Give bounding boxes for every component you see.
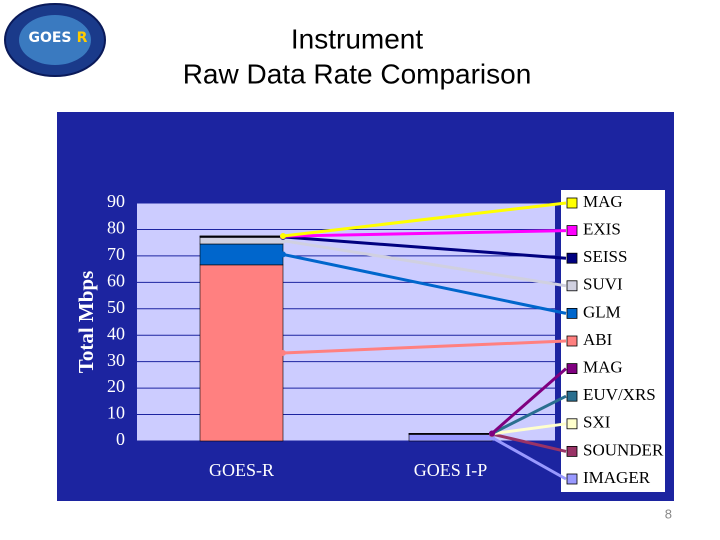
bar-segment	[199, 235, 284, 237]
y-tick-label: 80	[107, 218, 125, 238]
legend-swatch	[566, 335, 578, 347]
pointer-arrow	[491, 394, 567, 435]
legend-label: ABI	[583, 330, 613, 349]
logo-text: GOES	[28, 30, 71, 46]
legend-swatch	[566, 225, 578, 237]
legend-label: MAG	[583, 358, 623, 377]
pointer-head	[280, 349, 286, 356]
legend-swatch	[566, 418, 578, 430]
legend-label: SUVI	[583, 275, 623, 294]
pointer-arrow	[491, 432, 567, 453]
pointer-arrow	[282, 252, 567, 315]
pointer-arrow	[491, 422, 567, 436]
y-axis-label: Total Mbps	[74, 271, 98, 374]
y-tick-label: 40	[107, 323, 125, 343]
chart-title: Raw Data Rate Comparison	[183, 58, 532, 89]
legend-label: SXI	[583, 413, 611, 432]
legend-label: MAG	[583, 192, 623, 211]
pointer-head	[280, 232, 286, 239]
legend-swatch	[566, 307, 578, 319]
pointer-arrow	[491, 367, 567, 435]
pointer-arrow	[282, 229, 567, 238]
legend-label: GLM	[583, 302, 621, 321]
y-tick-label: 70	[107, 244, 125, 264]
bar-segment	[199, 243, 284, 266]
y-tick-label: 90	[107, 191, 125, 211]
chart-title: Instrument	[291, 23, 423, 54]
legend-swatch	[566, 197, 578, 209]
pointer-head	[280, 251, 286, 258]
legend: IMAGER SOUNDER SXI EUV/XRS MAG ABI GLM SUVI SEIS…	[561, 190, 665, 492]
legend-swatch	[566, 445, 578, 457]
pointer-arrow	[282, 339, 567, 355]
pointer-arrow	[491, 436, 567, 481]
pointer-arrow	[282, 239, 567, 288]
legend-label: EXIS	[583, 220, 621, 239]
y-tick-label: 60	[107, 270, 125, 290]
legend-swatch	[566, 252, 578, 264]
x-tick-label: GOES-R	[209, 460, 274, 480]
bar-segment	[199, 264, 284, 442]
x-tick-label: GOES I-P	[414, 460, 488, 480]
legend-box	[561, 190, 665, 492]
y-tick-label: 10	[107, 403, 125, 423]
legend-label: EUV/XRS	[583, 385, 656, 404]
logo-letter: R	[77, 30, 88, 46]
legend-label: SOUNDER	[583, 440, 664, 459]
y-tick-label: 20	[107, 376, 125, 396]
legend-swatch	[566, 280, 578, 292]
legend-label: SEISS	[583, 247, 627, 266]
logo-globe	[19, 15, 91, 65]
legend-swatch	[566, 473, 578, 485]
bar-segment	[408, 433, 493, 442]
page-number: 8	[665, 506, 672, 521]
y-tick-label: 0	[116, 429, 125, 449]
legend-swatch	[566, 390, 578, 402]
pointer-arrow	[282, 235, 567, 260]
pointer-head	[489, 430, 495, 437]
legend-swatch	[566, 363, 578, 375]
plot-area	[137, 203, 555, 441]
logo: GOES R	[4, 3, 106, 77]
bar-segment	[408, 433, 493, 435]
pointer-arrow	[282, 201, 567, 238]
bar-segment	[199, 237, 284, 245]
y-tick-label: 50	[107, 297, 125, 317]
legend-label: IMAGER	[583, 468, 651, 487]
y-tick-label: 30	[107, 350, 125, 370]
